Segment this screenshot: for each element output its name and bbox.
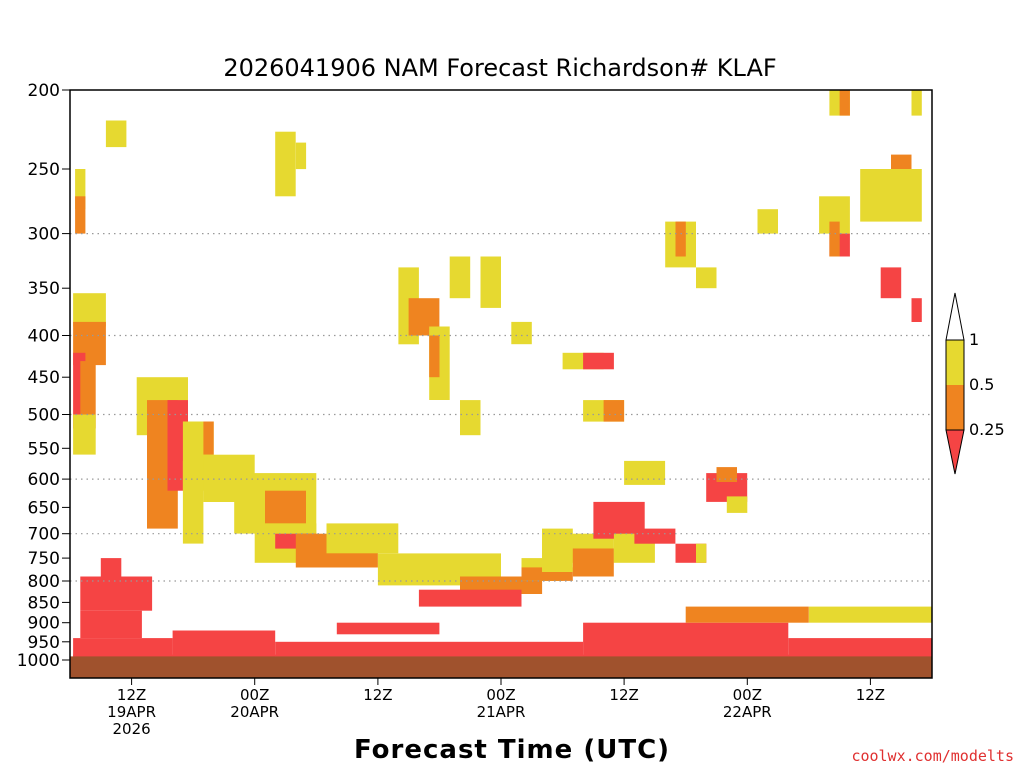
x-tick-label: 21APR (477, 703, 526, 721)
ri-cell-red (583, 352, 614, 370)
ri-cell-yellow (911, 90, 922, 116)
y-tick-label: 850 (28, 593, 60, 613)
ri-cell-yellow (511, 321, 532, 345)
x-tick-label: 19APR (107, 703, 156, 721)
x-tick-label: 12Z (856, 686, 885, 704)
y-tick-label: 950 (28, 633, 60, 653)
ri-cell-red (73, 638, 173, 657)
x-tick-label: 12Z (363, 686, 392, 704)
x-tick-label: 00Z (733, 686, 762, 704)
ri-cell-red (634, 528, 676, 544)
y-tick-label: 500 (28, 406, 60, 426)
y-tick-label: 300 (28, 225, 60, 245)
richardson-cells (73, 90, 932, 657)
ri-cell-red (80, 576, 153, 611)
ri-cell-yellow (480, 256, 501, 308)
ri-cell-yellow (808, 606, 932, 623)
x-tick-label: 20APR (230, 703, 279, 721)
ri-cell-yellow (460, 400, 481, 436)
ri-cell-yellow (326, 523, 399, 554)
ri-cell-orange (675, 221, 686, 257)
ri-cell-orange (839, 90, 850, 116)
ri-cell-red (583, 622, 789, 657)
x-tick-label: 00Z (486, 686, 515, 704)
ri-cell-yellow (696, 543, 707, 563)
ri-cell-yellow (860, 169, 891, 222)
ri-cell-yellow (275, 131, 296, 197)
ri-cell-yellow (891, 169, 922, 222)
ri-cell-red (167, 400, 188, 491)
ground-below-surface (70, 656, 932, 678)
chart-title: 2026041906 NAM Forecast Richardson# KLAF (223, 54, 776, 82)
y-tick-label: 900 (28, 614, 60, 634)
ri-cell-red (100, 558, 122, 577)
x-tick-label: 00Z (240, 686, 269, 704)
ri-cell-yellow (105, 120, 127, 148)
legend-label-0-25: 0.25 (969, 420, 1005, 439)
ri-cell-yellow (75, 169, 86, 210)
y-tick-label: 200 (28, 81, 60, 101)
ri-cell-yellow (73, 293, 106, 327)
y-tick-label: 450 (28, 368, 60, 388)
ri-cell-yellow (757, 209, 778, 234)
y-tick-label: 250 (28, 160, 60, 180)
credit-text: coolwx.com/modelts (851, 747, 1014, 765)
ri-cell-red (911, 298, 922, 322)
x-tick-label: 22APR (723, 703, 772, 721)
ri-cell-orange (572, 548, 614, 577)
y-tick-label: 800 (28, 572, 60, 592)
y-tick-label: 750 (28, 549, 60, 569)
y-tick-label: 350 (28, 279, 60, 299)
ri-cell-yellow (73, 414, 96, 455)
legend-label-0-5: 0.5 (969, 375, 994, 394)
ri-cell-yellow (624, 460, 666, 485)
x-tick-label: 2026 (113, 720, 151, 738)
legend-frame (945, 339, 965, 431)
ri-cell-red (418, 589, 522, 607)
ri-cell-orange (203, 421, 214, 455)
ri-cell-red (73, 654, 932, 657)
ri-cell-orange (829, 221, 840, 257)
legend-swatch-yellow (946, 340, 964, 385)
ri-cell-orange (429, 335, 440, 378)
ri-cell-red (336, 622, 440, 635)
ri-cell-orange (716, 467, 737, 482)
ri-cell-orange (75, 196, 86, 234)
ri-cell-red (880, 267, 902, 299)
legend-swatch-orange (946, 385, 964, 430)
x-tick-label: 12Z (117, 686, 146, 704)
ri-cell-orange (80, 361, 96, 429)
legend: 1 0.5 0.25 (945, 292, 1005, 475)
ri-cell-orange (685, 606, 809, 623)
ri-cell-red (172, 630, 276, 657)
x-axis-title: Forecast Time (UTC) (354, 735, 670, 765)
y-tick-label: 1000 (17, 651, 60, 671)
ri-cell-red (80, 610, 142, 639)
ri-cell-yellow (726, 496, 748, 513)
y-tick-label: 700 (28, 525, 60, 545)
ri-cell-yellow (696, 267, 717, 289)
legend-label-1: 1 (969, 330, 979, 349)
y-tick-label: 650 (28, 498, 60, 518)
ri-cell-orange (265, 490, 306, 524)
ri-cell-yellow (182, 460, 204, 544)
ri-cell-yellow (449, 256, 471, 299)
gridlines (70, 233, 932, 582)
x-tick-label: 12Z (609, 686, 638, 704)
y-tick-label: 550 (28, 439, 60, 459)
ri-cell-red (275, 641, 584, 657)
ri-cell-yellow (295, 142, 307, 170)
y-tick-label: 400 (28, 327, 60, 347)
ri-cell-red (788, 638, 932, 657)
ri-cell-orange (603, 400, 625, 422)
y-axis: 200 250 300 350 400 450 500 550 600 650 700 750 8008… (17, 81, 70, 671)
y-tick-label: 600 (28, 470, 60, 490)
plot-area (69, 89, 933, 679)
